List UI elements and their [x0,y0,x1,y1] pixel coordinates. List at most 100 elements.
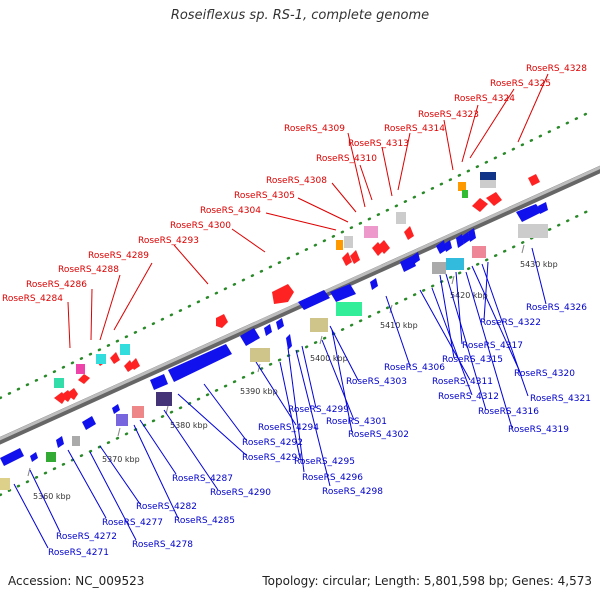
genome-summary-text: Topology: circular; Length: 5,801,598 bp… [262,574,592,588]
gene-box [446,258,464,270]
gene-arrow [130,358,140,370]
gene-label: RoseRS_4306 [384,363,445,373]
gene-arrow [78,374,90,384]
gene-label: RoseRS_4299 [288,405,349,415]
gene-label: RoseRS_4278 [132,540,193,550]
gene-label: RoseRS_4305 [234,191,295,201]
gene-arrow [412,252,420,264]
ruler-label: 5430 kbp [520,260,558,269]
gene-box [76,364,85,374]
gene-arrow [370,278,378,290]
gene-arrow [342,252,352,266]
gene-arrow [486,192,502,206]
gene-arrow [400,256,416,272]
gene-arrow [66,388,78,400]
gene-arrow [468,228,476,242]
gene-arrow [0,448,24,466]
ruler-label: 5380 kbp [170,421,208,430]
gene-label: RoseRS_4292 [242,438,303,448]
gene-box [344,236,353,248]
gene-arrow [372,242,384,256]
gene-box [116,414,128,426]
gene-label: RoseRS_4291 [242,453,303,463]
gene-arrow [472,198,488,212]
gene-arrow [112,404,120,414]
gene-label: RoseRS_4310 [316,154,377,164]
gene-box [458,182,466,191]
ruler-label: 5420 kbp [450,291,488,300]
gene-label: RoseRS_4314 [384,124,445,134]
gene-box [472,246,486,258]
gene-label: RoseRS_4322 [480,318,541,328]
gene-label: RoseRS_4289 [88,251,149,261]
gene-arrow [528,174,540,186]
gene-label: RoseRS_4304 [200,206,261,216]
gene-label: RoseRS_4288 [58,265,119,275]
gene-label: RoseRS_4300 [170,221,231,231]
gene-arrow [298,290,330,310]
gene-label: RoseRS_4319 [508,425,569,435]
gene-box [480,172,496,180]
ruler-label: 5400 kbp [310,354,348,363]
gene-box [336,302,362,316]
gene-label: RoseRS_4321 [530,394,591,404]
gene-arrow [56,436,64,448]
gene-label: RoseRS_4271 [48,548,109,558]
ruler-label: 5390 kbp [240,387,278,396]
gene-box [96,354,106,364]
gene-label: RoseRS_4323 [418,110,479,120]
gene-label: RoseRS_4282 [136,502,197,512]
gene-label: RoseRS_4309 [284,124,345,134]
gene-box [480,180,496,188]
gene-label: RoseRS_4290 [210,488,271,498]
gene-label: RoseRS_4296 [302,473,363,483]
gene-arrow [404,226,414,240]
gene-label: RoseRS_4317 [462,341,523,351]
gene-arrow [330,284,356,302]
gene-arrow [444,240,452,252]
gene-label: RoseRS_4325 [490,79,551,89]
gene-label: RoseRS_4294 [258,423,319,433]
gene-label: RoseRS_4303 [346,377,407,387]
gene-box [46,452,56,462]
gene-arrow [276,318,284,330]
gene-label: RoseRS_4316 [478,407,539,417]
gene-arrow [82,416,96,430]
gene-label: RoseRS_4272 [56,532,117,542]
gene-label: RoseRS_4286 [26,280,87,290]
map-title: Roseiflexus sp. RS-1, complete genome [170,8,430,23]
gene-arrow [436,240,446,254]
gene-label: RoseRS_4302 [348,430,409,440]
gene-label: RoseRS_4324 [454,94,515,104]
gene-label: RoseRS_4295 [294,457,355,467]
gene-arrow [216,314,228,328]
ruler-label: 5370 kbp [102,455,140,464]
gene-box [518,224,548,238]
leader-lines-top [67,73,549,349]
gene-arrow [350,250,360,264]
accession-text: Accession: NC_009523 [8,574,145,588]
gene-label: RoseRS_4315 [442,355,503,365]
gene-arrow [286,334,292,350]
gene-label: RoseRS_4308 [266,176,327,186]
gene-box [156,392,172,406]
gene-label: RoseRS_4298 [322,487,383,497]
ruler-label: 5360 kbp [33,492,71,501]
gene-arrow [150,374,168,390]
gene-label: RoseRS_4313 [348,139,409,149]
track-guides [0,110,592,497]
gene-arrow [378,240,390,254]
gene-arrow [240,328,260,346]
genes-top-track [54,172,540,404]
leader-lines-bottom [13,247,547,549]
gene-label: RoseRS_4311 [432,377,493,387]
gene-arrow [272,284,294,304]
gene-label: RoseRS_4293 [138,236,199,246]
gene-box [120,344,130,355]
gene-label: RoseRS_4285 [174,516,235,526]
gene-box [396,212,406,224]
gene-label: RoseRS_4328 [526,64,587,74]
gene-box [310,318,328,332]
gene-box [364,226,378,238]
